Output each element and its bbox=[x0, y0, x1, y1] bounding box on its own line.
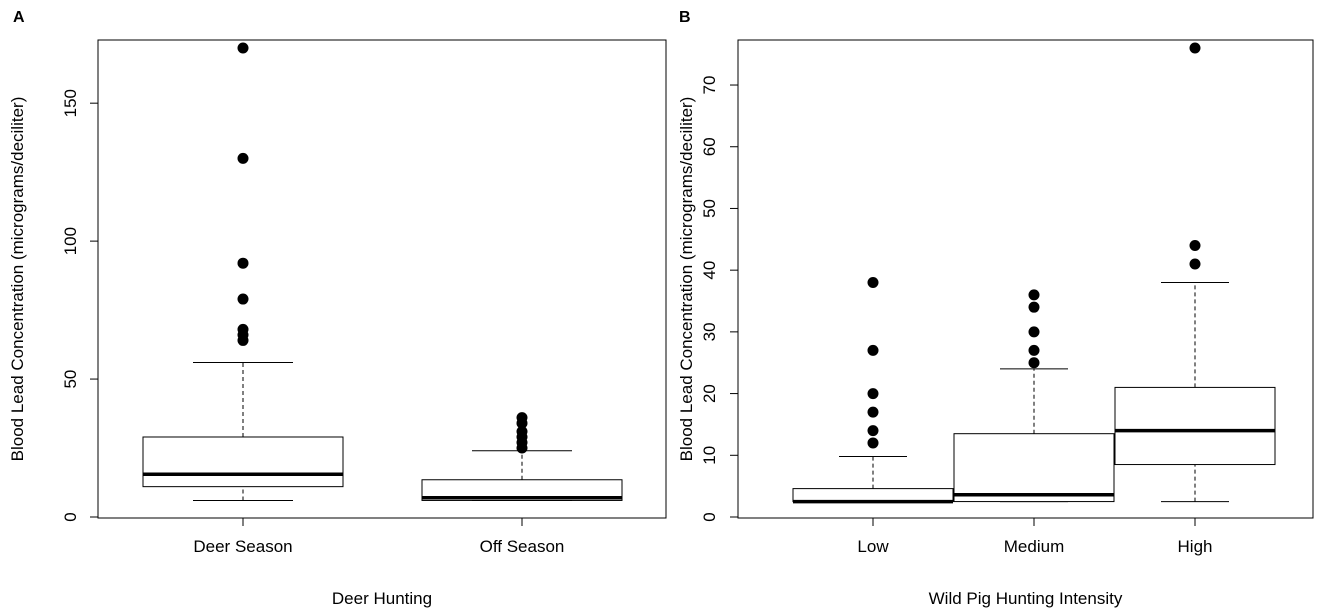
outlier-point bbox=[1028, 289, 1040, 301]
box-low: Low bbox=[792, 277, 954, 556]
outlier-point bbox=[867, 437, 879, 449]
outlier-point bbox=[1028, 344, 1040, 356]
y-axis-title: Blood Lead Concentration (micrograms/dec… bbox=[677, 97, 696, 462]
outlier-point bbox=[1028, 326, 1040, 338]
outlier-point bbox=[1028, 301, 1040, 313]
plot-frame bbox=[737, 39, 1314, 519]
panel-label: B bbox=[679, 9, 691, 26]
y-tick-label: 100 bbox=[61, 227, 80, 255]
outlier-point bbox=[867, 277, 879, 288]
iqr-box bbox=[142, 436, 344, 488]
outlier-point bbox=[1189, 42, 1201, 54]
outlier-point bbox=[1028, 357, 1040, 369]
y-tick-label: 60 bbox=[700, 137, 719, 156]
iqr-box bbox=[792, 488, 954, 503]
y-axis-title: Blood Lead Concentration (micrograms/dec… bbox=[8, 97, 27, 462]
x-tick-label: Deer Season bbox=[193, 537, 292, 556]
y-tick-label: 10 bbox=[700, 446, 719, 465]
outlier-point bbox=[1189, 258, 1201, 270]
outlier-point bbox=[237, 257, 249, 269]
y-tick-label: 30 bbox=[700, 322, 719, 341]
iqr-box bbox=[953, 433, 1115, 503]
y-tick-label: 50 bbox=[61, 370, 80, 389]
box-medium: Medium bbox=[953, 289, 1115, 556]
outlier-point bbox=[867, 388, 879, 400]
x-axis-title: Deer Hunting bbox=[332, 589, 432, 608]
y-tick-label: 150 bbox=[61, 89, 80, 117]
x-axis-title: Wild Pig Hunting Intensity bbox=[929, 589, 1123, 608]
x-tick-label: Off Season bbox=[480, 537, 565, 556]
outlier-point bbox=[516, 425, 528, 437]
box-high: High bbox=[1114, 42, 1276, 556]
x-tick-label: Low bbox=[857, 537, 889, 556]
outlier-point bbox=[1189, 239, 1201, 251]
panel-a: A 0 50 100 150 Blood Lead Concentration (micr… bbox=[8, 9, 667, 608]
y-tick-label: 0 bbox=[700, 512, 719, 521]
outlier-point bbox=[237, 152, 249, 164]
y-tick-label: 20 bbox=[700, 384, 719, 403]
x-tick-label: High bbox=[1178, 537, 1213, 556]
iqr-box bbox=[421, 479, 623, 501]
outlier-point bbox=[516, 412, 528, 424]
box-deer-season: Deer Season bbox=[142, 42, 344, 556]
outlier-point bbox=[237, 293, 249, 305]
outlier-point bbox=[867, 425, 879, 437]
plot-frame bbox=[97, 39, 667, 519]
outlier-point bbox=[867, 344, 879, 356]
iqr-box bbox=[1114, 386, 1276, 466]
box-off-season: Off Season bbox=[421, 412, 623, 556]
y-tick-label: 0 bbox=[61, 512, 80, 521]
x-tick-label: Medium bbox=[1004, 537, 1064, 556]
outlier-point bbox=[237, 42, 249, 54]
outlier-point bbox=[867, 406, 879, 418]
y-tick-label: 70 bbox=[700, 76, 719, 95]
y-tick-label: 40 bbox=[700, 261, 719, 280]
y-tick-label: 50 bbox=[700, 199, 719, 218]
outlier-point bbox=[237, 323, 249, 335]
panel-label: A bbox=[13, 9, 25, 26]
